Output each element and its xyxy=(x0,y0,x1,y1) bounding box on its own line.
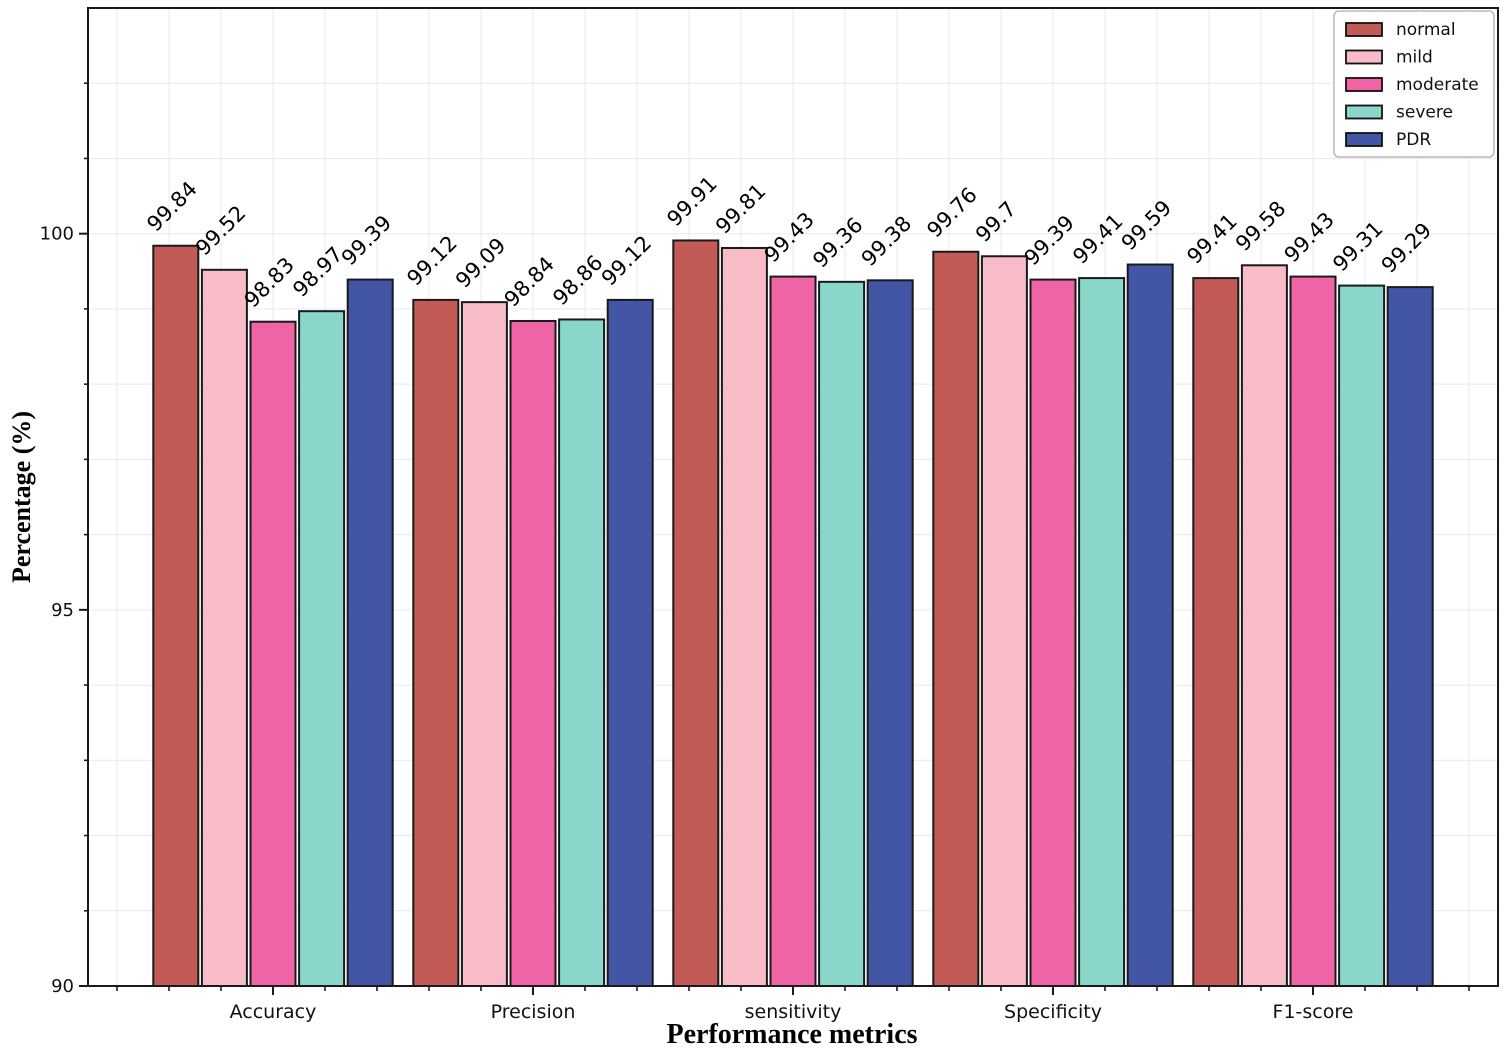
bars xyxy=(152,239,1434,988)
bar-mild-F1-score xyxy=(1240,264,1288,987)
bar-PDR-Precision xyxy=(606,298,654,987)
bar-normal-Specificity xyxy=(932,250,980,988)
bar-severe-sensitivity xyxy=(818,280,866,987)
bar-mild-Specificity xyxy=(980,255,1028,987)
bar-moderate-F1-score xyxy=(1289,275,1337,987)
legend-label: moderate xyxy=(1396,75,1479,95)
y-tick-label: 95 xyxy=(51,600,74,621)
legend-swatch-mild xyxy=(1345,49,1383,65)
bar-moderate-Specificity xyxy=(1029,278,1077,987)
legend-box xyxy=(1333,10,1495,158)
axis-ticks xyxy=(79,82,1470,995)
x-tick-label-sensitivity: sensitivity xyxy=(745,1001,842,1023)
bar-severe-Accuracy xyxy=(298,310,346,987)
bar-severe-Precision xyxy=(558,318,606,987)
legend-item-mild: mild xyxy=(1345,48,1433,68)
legend-swatch-normal xyxy=(1345,22,1383,37)
bar-severe-Specificity xyxy=(1078,277,1126,987)
bar-mild-Accuracy xyxy=(200,268,248,987)
legend-label: mild xyxy=(1396,48,1433,68)
x-tick-label-Accuracy: Accuracy xyxy=(230,1001,317,1023)
bar-PDR-F1-score xyxy=(1386,286,1434,987)
x-axis-title: Performance metrics xyxy=(666,1019,918,1050)
bar-mild-Precision xyxy=(460,301,508,988)
bar-mild-sensitivity xyxy=(720,246,768,988)
legend-label: PDR xyxy=(1396,130,1431,150)
bar-PDR-Specificity xyxy=(1126,263,1174,987)
bar-PDR-Accuracy xyxy=(346,278,394,987)
bar-PDR-sensitivity xyxy=(866,279,914,987)
bar-normal-sensitivity xyxy=(672,239,720,987)
legend-item-severe: severe xyxy=(1345,103,1453,123)
y-axis-title: Percentage (%) xyxy=(7,410,36,584)
legend: normal mild moderate severe PDR xyxy=(1333,10,1495,158)
bar-moderate-Accuracy xyxy=(249,320,297,988)
x-tick-label-Specificity: Specificity xyxy=(1004,1001,1102,1023)
bar-moderate-sensitivity xyxy=(769,275,817,987)
x-tick-label-Precision: Precision xyxy=(491,1001,576,1023)
bar-normal-F1-score xyxy=(1192,277,1240,987)
legend-item-moderate: moderate xyxy=(1345,75,1479,95)
legend-swatch-moderate xyxy=(1345,77,1383,92)
bar-normal-Accuracy xyxy=(152,244,200,987)
tick-labels: 90 95 100 Accuracy Precision sensitivity Speci… xyxy=(40,224,1354,1023)
legend-item-normal: normal xyxy=(1345,20,1456,40)
bar-severe-F1-score xyxy=(1338,284,1386,987)
y-tick-label: 90 xyxy=(51,976,74,997)
legend-label: severe xyxy=(1396,103,1453,123)
legend-item-PDR: PDR xyxy=(1345,130,1431,150)
legend-swatch-PDR xyxy=(1345,132,1383,147)
y-tick-label: 100 xyxy=(40,224,74,245)
legend-label: normal xyxy=(1396,20,1456,40)
x-tick-label-F1-score: F1-score xyxy=(1273,1001,1354,1023)
bar-normal-Precision xyxy=(412,298,460,987)
bar-moderate-Precision xyxy=(509,319,557,987)
legend-swatch-severe xyxy=(1345,104,1383,120)
